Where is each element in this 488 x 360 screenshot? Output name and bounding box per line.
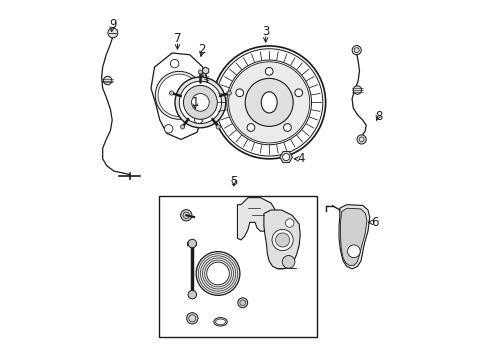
Circle shape <box>283 123 291 131</box>
Polygon shape <box>202 67 208 74</box>
Ellipse shape <box>261 92 277 113</box>
Text: 8: 8 <box>374 110 382 123</box>
Text: 2: 2 <box>198 43 205 56</box>
Circle shape <box>351 46 361 55</box>
Circle shape <box>108 28 118 38</box>
Text: 3: 3 <box>262 25 269 38</box>
Circle shape <box>191 94 209 111</box>
Circle shape <box>265 67 272 75</box>
Circle shape <box>275 233 289 247</box>
Circle shape <box>244 78 293 126</box>
Polygon shape <box>279 152 292 163</box>
Polygon shape <box>264 210 300 269</box>
Text: 1: 1 <box>191 96 199 109</box>
Text: 9: 9 <box>109 18 117 31</box>
Polygon shape <box>338 205 369 269</box>
Circle shape <box>188 239 196 248</box>
Circle shape <box>352 86 361 94</box>
Ellipse shape <box>213 318 227 326</box>
Circle shape <box>179 81 221 123</box>
Circle shape <box>215 49 322 156</box>
Text: 4: 4 <box>297 152 304 165</box>
Circle shape <box>206 262 229 285</box>
Circle shape <box>226 60 311 145</box>
Circle shape <box>294 89 302 97</box>
Circle shape <box>186 312 198 324</box>
Circle shape <box>194 115 203 123</box>
Circle shape <box>347 245 360 258</box>
Polygon shape <box>151 53 203 139</box>
Circle shape <box>196 252 240 295</box>
Circle shape <box>216 125 220 129</box>
Bar <box>159 196 316 337</box>
Circle shape <box>180 210 192 221</box>
Circle shape <box>285 219 293 227</box>
Circle shape <box>282 154 289 161</box>
Circle shape <box>169 91 173 95</box>
Polygon shape <box>340 208 366 265</box>
Text: 6: 6 <box>370 216 378 229</box>
Circle shape <box>183 85 217 119</box>
Circle shape <box>282 256 294 268</box>
Circle shape <box>164 125 173 133</box>
Ellipse shape <box>215 319 225 325</box>
Circle shape <box>271 229 293 251</box>
Circle shape <box>226 91 231 95</box>
Circle shape <box>228 62 309 143</box>
Circle shape <box>170 59 179 68</box>
Text: 7: 7 <box>173 32 181 45</box>
Circle shape <box>155 71 203 119</box>
Circle shape <box>103 76 112 85</box>
Circle shape <box>158 74 200 117</box>
Circle shape <box>180 125 184 129</box>
Circle shape <box>188 291 196 299</box>
Circle shape <box>235 89 243 97</box>
Circle shape <box>175 77 225 128</box>
Circle shape <box>198 70 202 74</box>
Circle shape <box>356 135 366 144</box>
Circle shape <box>246 123 254 131</box>
Polygon shape <box>237 198 276 240</box>
Text: 5: 5 <box>230 175 237 188</box>
Circle shape <box>212 46 325 159</box>
Circle shape <box>237 298 247 308</box>
